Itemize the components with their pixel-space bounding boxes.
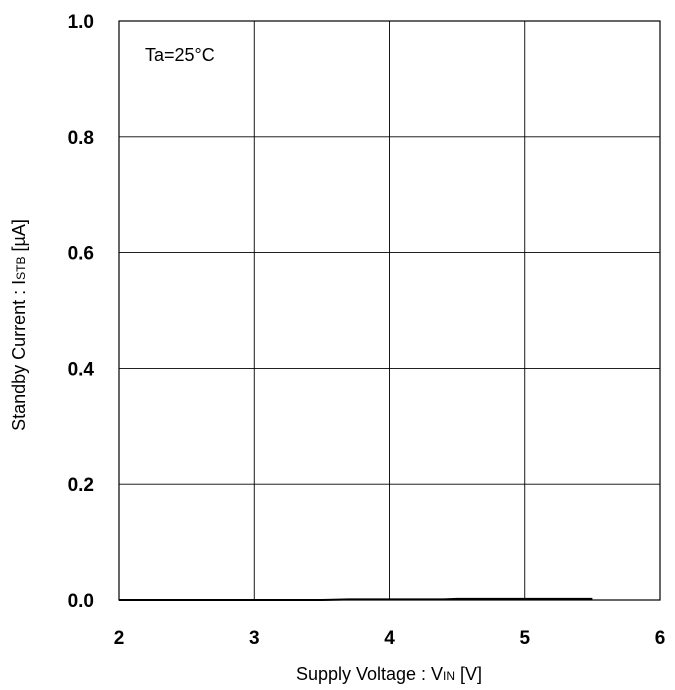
- x-tick-label: 5: [519, 628, 530, 649]
- y-tick-label: 0.6: [68, 244, 94, 265]
- y-tick-label: 0.0: [68, 591, 94, 612]
- x-tick-label: 4: [384, 628, 395, 649]
- x-tick-label: 2: [114, 628, 125, 649]
- x-axis-title-subscript: IN: [443, 669, 455, 683]
- grid: [118, 20, 661, 601]
- x-axis-title: Supply Voltage : VIN [V]: [296, 664, 482, 684]
- x-tick-label: 6: [655, 628, 666, 649]
- x-tick-label: 3: [249, 628, 260, 649]
- y-axis-title-unit: [µA]: [9, 219, 29, 256]
- plot-frame: [118, 20, 661, 601]
- y-axis-title: Standby Current : ISTB [µA]: [9, 219, 29, 431]
- x-tick-labels: 2 3 4 5 6: [114, 628, 666, 649]
- temperature-annotation: Ta=25°C: [145, 45, 215, 65]
- y-tick-label: 1.0: [68, 12, 94, 33]
- y-tick-label: 0.4: [68, 359, 95, 380]
- x-axis-title-unit: [V]: [455, 664, 482, 684]
- y-axis-title-subscript: STB: [14, 256, 28, 279]
- y-tick-label: 0.8: [68, 128, 94, 149]
- y-tick-labels: 0.0 0.2 0.4 0.6 0.8 1.0: [68, 12, 95, 612]
- x-axis-title-main: Supply Voltage : V: [296, 664, 443, 684]
- y-tick-label: 0.2: [68, 475, 94, 496]
- y-axis-title-main: Standby Current : I: [9, 280, 29, 431]
